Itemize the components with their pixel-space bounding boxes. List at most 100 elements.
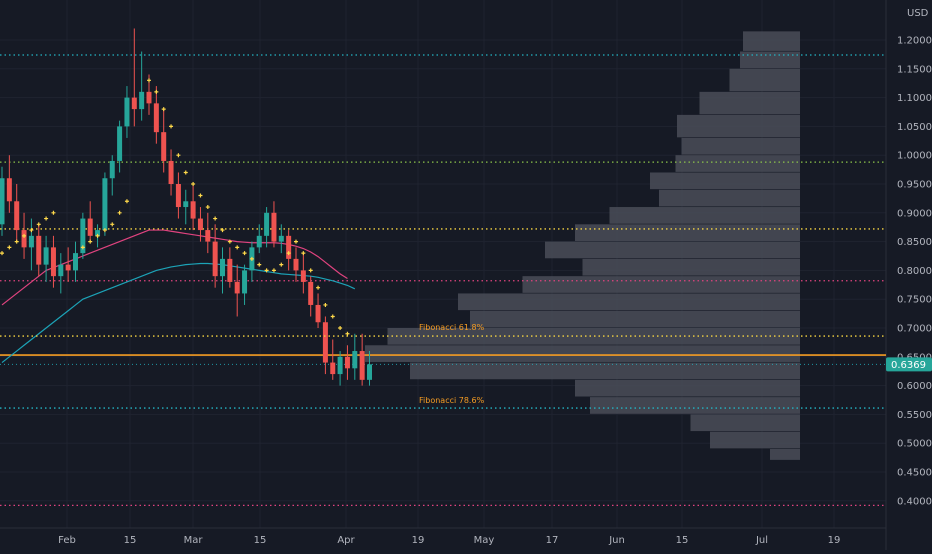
candle-body[interactable] (242, 270, 248, 294)
candle-body[interactable] (183, 201, 189, 208)
sar-dot (220, 228, 225, 233)
time-tick-label: 15 (124, 535, 137, 546)
candle-body[interactable] (322, 322, 328, 363)
candle-body[interactable] (308, 281, 314, 305)
sar-dot (0, 251, 4, 256)
sar-dot (117, 210, 122, 215)
candle-body[interactable] (95, 230, 101, 236)
volume-profile-bar (365, 345, 800, 362)
price-tick-label: 1.1000 (897, 93, 932, 104)
candle-body[interactable] (21, 230, 27, 248)
candle-body[interactable] (212, 241, 218, 277)
candle-body[interactable] (65, 264, 71, 271)
candle-body[interactable] (293, 258, 299, 271)
sar-dot (330, 314, 335, 319)
candle-body[interactable] (50, 247, 56, 277)
sar-dot (198, 193, 203, 198)
volume-profile-bar (458, 293, 800, 311)
sar-dot (345, 331, 350, 336)
candle-body[interactable] (352, 351, 358, 369)
sar-dot (147, 78, 151, 83)
volume-profile-bar (575, 379, 800, 397)
candle-body[interactable] (227, 258, 233, 282)
sar-dot (205, 205, 210, 210)
price-tick-label: 1.0000 (897, 151, 932, 162)
candle-body[interactable] (146, 91, 152, 104)
time-axis[interactable]: Feb 15 Mar 15 Apr 19 May 17 Jun 15 Jul 19 (58, 535, 840, 546)
last-price-badge: 0.6369 (886, 357, 932, 372)
candle-body[interactable] (197, 218, 203, 231)
candle-body[interactable] (286, 235, 292, 259)
candle-body[interactable] (315, 304, 321, 323)
candle-body[interactable] (190, 201, 196, 219)
volume-profile-bar (575, 224, 800, 241)
time-tick-label: Apr (337, 535, 355, 546)
sar-dot (191, 182, 196, 186)
candle-body[interactable] (73, 253, 78, 271)
candle-body[interactable] (175, 184, 181, 208)
volume-profile-bar (609, 207, 800, 224)
time-tick-label: Jul (755, 535, 768, 546)
candle-body[interactable] (220, 258, 225, 277)
candle-body[interactable] (58, 264, 64, 277)
candle-body[interactable] (109, 160, 115, 179)
candle-body[interactable] (271, 212, 277, 242)
price-tick-label: 0.5500 (897, 410, 932, 421)
candle-body[interactable] (161, 132, 167, 161)
sar-dot (169, 124, 174, 129)
time-tick-label: Jun (608, 535, 625, 546)
time-tick-label: 15 (254, 535, 267, 546)
candle-body[interactable] (359, 351, 365, 380)
candle-body[interactable] (330, 362, 336, 375)
candle-body[interactable] (36, 235, 42, 265)
candlesticks[interactable] (0, 28, 372, 386)
candle-body[interactable] (264, 212, 270, 236)
volume-profile-bar (681, 137, 800, 155)
sar-dot (29, 228, 34, 233)
sar-dot (161, 107, 166, 112)
candle-body[interactable] (344, 356, 350, 369)
sar-dot (110, 222, 115, 227)
candle-body[interactable] (256, 235, 262, 248)
candle-body[interactable] (278, 235, 284, 242)
candle-body[interactable] (87, 218, 93, 236)
candle-body[interactable] (205, 230, 211, 242)
candle-body[interactable] (234, 281, 240, 294)
candle-body[interactable] (124, 97, 130, 127)
volume-profile-bar (522, 276, 800, 293)
time-tick-label: Feb (58, 535, 76, 546)
sar-dot (80, 245, 85, 250)
volume-profile-bar (470, 310, 800, 328)
price-tick-label: 0.9000 (897, 208, 932, 219)
price-tick-label: 0.4000 (897, 496, 932, 507)
sar-dot (235, 245, 240, 250)
sar-dot (154, 89, 159, 94)
sar-dot (183, 170, 188, 175)
candle-body[interactable] (131, 97, 137, 110)
price-tick-label: 0.7000 (897, 324, 932, 335)
horizontal-levels[interactable] (0, 54, 886, 507)
candle-body[interactable] (28, 235, 34, 248)
time-tick-label: 15 (676, 535, 689, 546)
currency-label[interactable]: USD (907, 8, 929, 19)
candle-body[interactable] (6, 178, 12, 202)
candle-body[interactable] (0, 178, 5, 225)
sar-dot (257, 262, 262, 267)
candle-body[interactable] (14, 201, 20, 231)
sar-dot (286, 251, 291, 256)
fib-level-label: Fibonacci 61.8% (419, 323, 485, 332)
candle-body[interactable] (80, 218, 86, 254)
candle-body[interactable] (153, 103, 159, 133)
candle-body[interactable] (139, 91, 145, 110)
candle-body[interactable] (43, 247, 49, 265)
candle-body[interactable] (337, 356, 343, 375)
candle-body[interactable] (300, 270, 306, 282)
candle-body[interactable] (102, 178, 108, 231)
candle-body[interactable] (117, 126, 123, 161)
candle-body[interactable] (168, 160, 174, 184)
volume-profile-bar (743, 31, 800, 51)
volume-profile-bar (675, 155, 800, 172)
candle-body[interactable] (367, 364, 372, 380)
